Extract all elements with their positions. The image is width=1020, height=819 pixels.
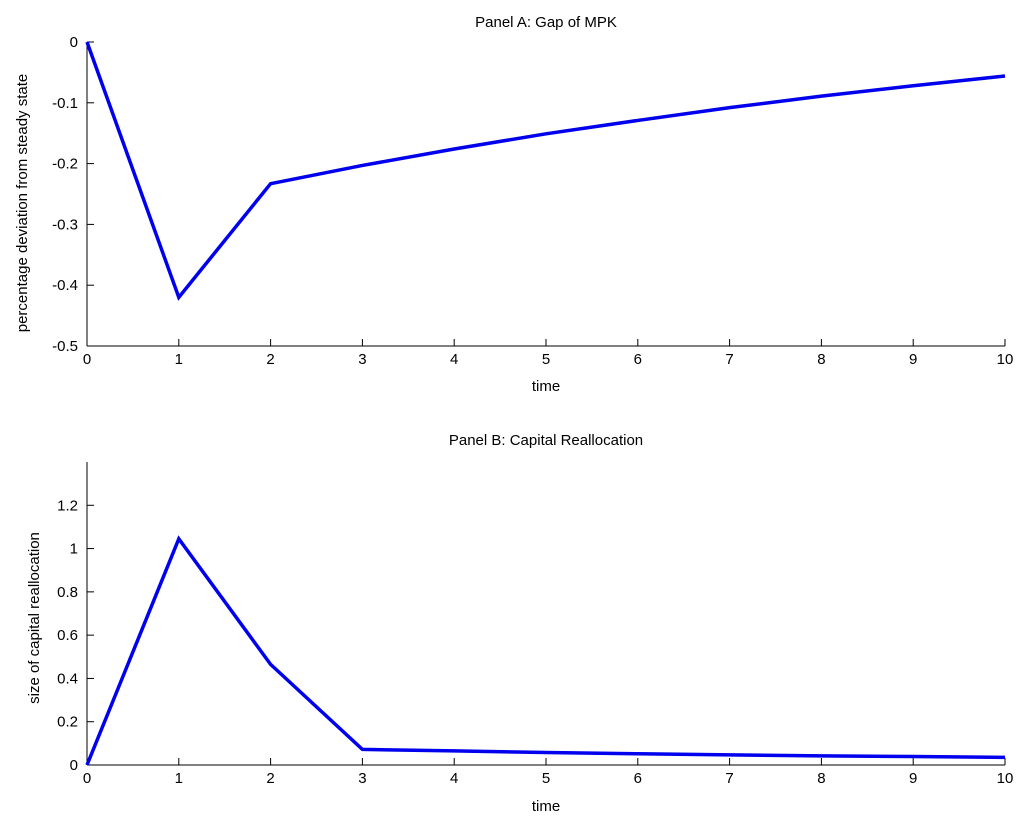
panel-b-y-tick-label: 0.4 <box>57 670 78 687</box>
panel-b-y-tick-label: 0.2 <box>57 714 78 731</box>
panel-a-xlabel: time <box>532 378 560 395</box>
panel-a-marks: 0 1 2 3 4 5 6 7 8 9 10 -0.5 -0.4 -0.3 -0.2 -0.1 0 <box>52 34 1013 368</box>
panel-b-x-tick-label: 0 <box>83 770 91 787</box>
panel-a-y-tick-label: -0.4 <box>52 277 78 294</box>
panel-a-y-tick-label: 0 <box>70 34 78 51</box>
panel-a-title: Panel A: Gap of MPK <box>475 14 617 31</box>
panel-a-x-tick-label: 4 <box>450 351 458 368</box>
panel-a-y-tick-label: -0.2 <box>52 156 78 173</box>
panel-b-ylabel: size of capital reallocation <box>26 532 43 704</box>
panel-b-x-tick-label: 9 <box>909 770 917 787</box>
panel-b-x-tick-label: 6 <box>634 770 642 787</box>
panel-b-y-tick-label: 1 <box>70 541 78 558</box>
panel-a-x-tick-label: 6 <box>634 351 642 368</box>
panel-b-y-tick-label: 0.6 <box>57 627 78 644</box>
panel-b-x-tick-label: 7 <box>725 770 733 787</box>
panel-a-x-tick-label: 5 <box>542 351 550 368</box>
panel-b-x-tick-label: 1 <box>175 770 183 787</box>
panel-a-x-tick-label: 0 <box>83 351 91 368</box>
panel-a-y-tick-label: -0.3 <box>52 216 78 233</box>
panel-b-marks: 0 1 2 3 4 5 6 7 8 9 10 0 0.2 0.4 0.6 0.8 1 1.2 <box>57 462 1013 787</box>
panel-a-x-tick-label: 1 <box>175 351 183 368</box>
panel-a-x-tick-label: 8 <box>817 351 825 368</box>
panel-b-y-tick-label: 1.2 <box>57 497 78 514</box>
panel-a-x-tick-label: 10 <box>997 351 1014 368</box>
panel-a-y-tick-label: -0.1 <box>52 95 78 112</box>
panel-b-title: Panel B: Capital Reallocation <box>449 432 643 449</box>
panel-b-x-tick-label: 10 <box>997 770 1014 787</box>
panel-a-x-tick-label: 7 <box>725 351 733 368</box>
panel-b-x-tick-label: 8 <box>817 770 825 787</box>
panel-b-y-tick-label: 0.8 <box>57 584 78 601</box>
panel-a-x-tick-label: 9 <box>909 351 917 368</box>
panel-b-xlabel: time <box>532 798 560 815</box>
panel-a-series-line <box>85 41 1006 301</box>
panel-a-ylabel: percentage deviation from steady state <box>14 74 31 333</box>
panel-b-series-line <box>85 535 1006 766</box>
panel-a: Panel A: Gap of MPK time percentage devi… <box>14 14 1013 395</box>
panel-b-y-tick-label: 0 <box>70 757 78 774</box>
panel-b-x-tick-label: 4 <box>450 770 458 787</box>
panel-a-x-tick-label: 3 <box>358 351 366 368</box>
panel-b-x-tick-label: 3 <box>358 770 366 787</box>
panel-a-x-tick-label: 2 <box>266 351 274 368</box>
panel-b-x-tick-label: 2 <box>266 770 274 787</box>
panel-a-y-tick-label: -0.5 <box>52 338 78 355</box>
panel-b: Panel B: Capital Reallocation time size … <box>26 432 1013 815</box>
panel-b-x-tick-label: 5 <box>542 770 550 787</box>
